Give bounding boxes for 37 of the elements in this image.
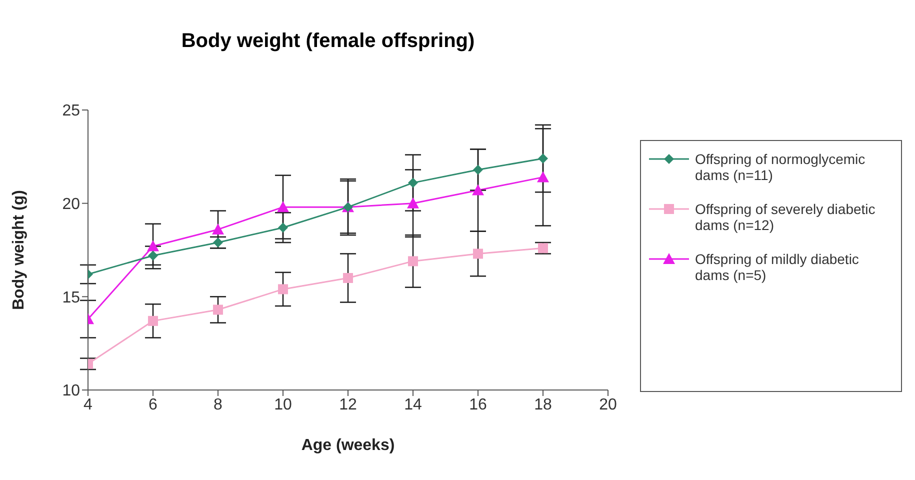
point xyxy=(148,316,158,326)
x-tick-label: 18 xyxy=(534,396,552,414)
legend-label: Offspring of severely diabetic dams (n=12) xyxy=(695,201,876,233)
point xyxy=(538,243,548,254)
point xyxy=(212,223,224,234)
legend-label: Offspring of mildly diabetic dams (n=5) xyxy=(695,251,860,283)
y-tick-label: 10 xyxy=(62,382,80,400)
y-tick-label: 25 xyxy=(62,102,80,120)
point xyxy=(473,248,483,259)
point xyxy=(277,201,289,212)
point xyxy=(278,284,288,294)
point xyxy=(472,184,484,196)
legend-label: Offspring of normoglycemic dams (n=11) xyxy=(695,151,866,183)
x-tick-label: 12 xyxy=(339,396,357,414)
point xyxy=(538,154,548,164)
x-tick-label: 8 xyxy=(214,396,223,414)
x-tick-label: 16 xyxy=(469,396,487,414)
x-tick-label: 4 xyxy=(84,396,93,414)
y-tick-label: 20 xyxy=(62,196,80,214)
point xyxy=(343,273,353,283)
point xyxy=(278,222,288,233)
x-tick-label: 6 xyxy=(148,396,158,414)
point xyxy=(473,164,483,175)
point xyxy=(408,256,418,266)
x-tick-label: 20 xyxy=(599,396,617,414)
point xyxy=(537,171,549,182)
point xyxy=(408,178,418,188)
point xyxy=(147,240,159,252)
point xyxy=(407,197,419,208)
y-axis-title: Body weight (g) xyxy=(10,190,28,310)
point xyxy=(148,250,158,261)
y-tick-label: 15 xyxy=(62,289,80,306)
x-axis-title: Age (weeks) xyxy=(301,437,395,454)
x-tick-label: 14 xyxy=(404,396,422,414)
chart-title: Body weight (female offspring) xyxy=(180,30,476,53)
x-tick-label: 10 xyxy=(274,396,292,414)
point xyxy=(213,304,223,315)
